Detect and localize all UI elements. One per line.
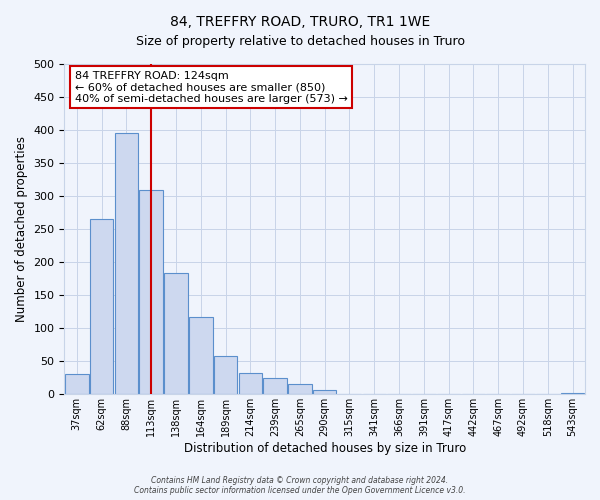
Bar <box>561 393 584 394</box>
Bar <box>288 384 311 394</box>
Text: Size of property relative to detached houses in Truro: Size of property relative to detached ho… <box>136 35 464 48</box>
Bar <box>214 356 238 395</box>
Text: 84 TREFFRY ROAD: 124sqm
← 60% of detached houses are smaller (850)
40% of semi-d: 84 TREFFRY ROAD: 124sqm ← 60% of detache… <box>75 70 347 104</box>
Bar <box>115 134 138 394</box>
Bar <box>65 374 89 394</box>
Bar <box>313 390 337 394</box>
X-axis label: Distribution of detached houses by size in Truro: Distribution of detached houses by size … <box>184 442 466 455</box>
Bar <box>164 274 188 394</box>
Bar <box>189 317 212 394</box>
Text: Contains HM Land Registry data © Crown copyright and database right 2024.
Contai: Contains HM Land Registry data © Crown c… <box>134 476 466 495</box>
Bar <box>239 373 262 394</box>
Bar <box>263 378 287 394</box>
Y-axis label: Number of detached properties: Number of detached properties <box>15 136 28 322</box>
Text: 84, TREFFRY ROAD, TRURO, TR1 1WE: 84, TREFFRY ROAD, TRURO, TR1 1WE <box>170 15 430 29</box>
Bar <box>90 219 113 394</box>
Bar <box>139 190 163 394</box>
